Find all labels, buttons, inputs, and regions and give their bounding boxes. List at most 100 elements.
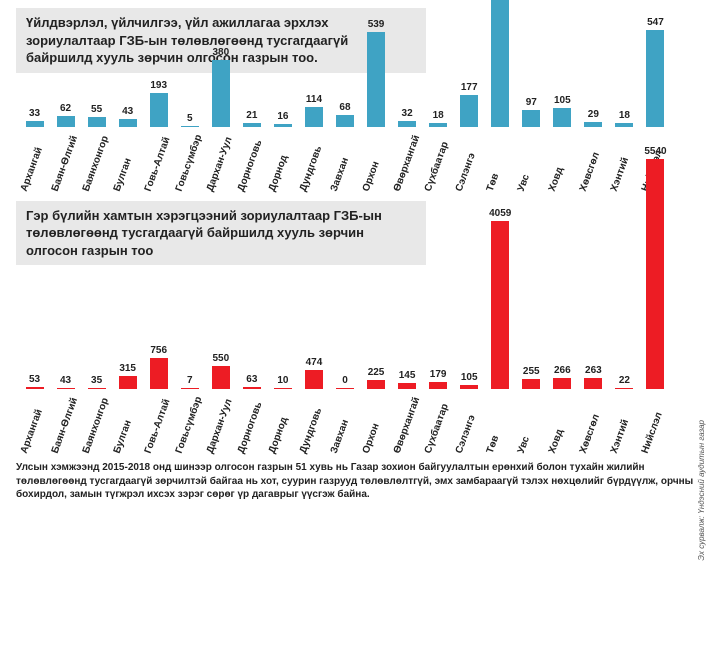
category-label: Төв bbox=[484, 131, 516, 193]
bar bbox=[398, 383, 416, 389]
bar-value-label: 114 bbox=[306, 94, 322, 105]
bar-value-label: 105 bbox=[554, 95, 571, 106]
bar bbox=[615, 388, 633, 389]
category-label: Хөвсгөл bbox=[578, 393, 610, 455]
bar bbox=[119, 119, 137, 127]
category-label: Ховд bbox=[547, 393, 579, 455]
bar-group: 474 Дундговь bbox=[299, 357, 328, 456]
bar bbox=[57, 388, 75, 390]
bar bbox=[367, 32, 385, 127]
bar-value-label: 177 bbox=[461, 82, 478, 93]
bar-group: 55Баянхонгор bbox=[82, 104, 111, 193]
category-label: Увс bbox=[515, 131, 547, 193]
bar bbox=[522, 110, 540, 127]
category-label: Завхан bbox=[329, 393, 361, 455]
category-label: Говьсүмбэр bbox=[174, 131, 206, 193]
chart-1: Үйлдвэрлэл, үйлчилгээ, үйл ажиллагаа эрх… bbox=[0, 0, 712, 193]
bar bbox=[553, 378, 571, 389]
bar-value-label: 35 bbox=[91, 375, 102, 386]
bar-value-label: 4059 bbox=[489, 208, 511, 219]
bar-value-label: 547 bbox=[647, 17, 664, 28]
category-label: Дархан-Уул bbox=[205, 131, 237, 193]
category-label: Дундговь bbox=[298, 393, 330, 455]
category-label: Баянхонгор bbox=[81, 393, 113, 455]
bar-value-label: 5 bbox=[187, 113, 193, 124]
bar-group: 16 Дорнод bbox=[268, 111, 297, 193]
category-label: Ховд bbox=[547, 131, 579, 193]
bar-group: 193Говь-Алтай bbox=[144, 80, 173, 193]
bar-value-label: 16 bbox=[277, 111, 288, 122]
bar bbox=[150, 93, 168, 127]
bar bbox=[119, 376, 137, 389]
bar-group: 29 Хөвсгөл bbox=[579, 109, 608, 193]
category-label: Дорноговь bbox=[236, 393, 268, 455]
bar-group: 550Дархан-Уул bbox=[206, 353, 235, 455]
bar-value-label: 43 bbox=[60, 375, 71, 386]
bar bbox=[584, 378, 602, 389]
bar-value-label: 263 bbox=[585, 365, 602, 376]
bar-group: 32Өвөрхангай bbox=[393, 108, 422, 193]
category-label: Булган bbox=[112, 131, 144, 193]
bar-value-label: 255 bbox=[523, 366, 540, 377]
bar-group: 5540Нийслэл bbox=[641, 146, 670, 455]
bar-group: 179Сүхбаатар bbox=[424, 369, 453, 455]
bar-group: 0Завхан bbox=[330, 375, 359, 455]
bar bbox=[243, 387, 261, 390]
category-label: Завхан bbox=[329, 131, 361, 193]
bar bbox=[491, 0, 509, 127]
category-label: Дорнод bbox=[267, 393, 299, 455]
bar-group: 225Орхон bbox=[362, 367, 391, 455]
bar-value-label: 43 bbox=[122, 106, 133, 117]
bar bbox=[181, 126, 199, 127]
bar-group: 35 Баянхонгор bbox=[82, 375, 111, 455]
bar-group: 62Баян-Өлгий bbox=[51, 103, 80, 193]
category-label: Өвөрхангай bbox=[391, 393, 423, 455]
bar-value-label: 756 bbox=[150, 345, 167, 356]
category-label: Булган bbox=[112, 393, 144, 455]
bar bbox=[429, 123, 447, 126]
bar bbox=[584, 122, 602, 127]
bar bbox=[367, 380, 385, 389]
bar-value-label: 29 bbox=[588, 109, 599, 120]
bar-group: 266 Ховд bbox=[548, 365, 577, 455]
category-label: Төв bbox=[484, 393, 516, 455]
bar bbox=[398, 121, 416, 127]
category-label: Сэлэнгэ bbox=[453, 131, 485, 193]
bar-value-label: 53 bbox=[29, 374, 40, 385]
bar-group: 177 Сэлэнгэ bbox=[455, 82, 484, 192]
bar bbox=[57, 116, 75, 127]
bar bbox=[181, 388, 199, 389]
bar-value-label: 97 bbox=[526, 97, 537, 108]
bar bbox=[274, 388, 292, 389]
bar-value-label: 10 bbox=[277, 375, 288, 386]
bar-value-label: 105 bbox=[461, 372, 478, 383]
bar-value-label: 380 bbox=[212, 47, 229, 58]
bar-group: 63Дорноговь bbox=[237, 374, 266, 456]
bar-group: 53Архангай bbox=[20, 374, 49, 455]
bar-value-label: 7 bbox=[187, 375, 193, 386]
bar bbox=[212, 60, 230, 127]
category-label: Баян-Өлгий bbox=[50, 131, 82, 193]
category-label: Хэнтий bbox=[609, 131, 641, 193]
bar-group: 4059 Төв bbox=[486, 208, 515, 456]
bar-group: 380 Дархан-Уул bbox=[206, 47, 235, 193]
bar-value-label: 55 bbox=[91, 104, 102, 115]
bar bbox=[88, 388, 106, 389]
bar-value-label: 266 bbox=[554, 365, 571, 376]
category-label: Орхон bbox=[360, 131, 392, 193]
bar bbox=[336, 388, 354, 389]
category-label: Дундговь bbox=[298, 131, 330, 193]
bar-value-label: 179 bbox=[430, 369, 447, 380]
bar-group: 33Архангай bbox=[20, 108, 49, 193]
category-label: Дорнод bbox=[267, 131, 299, 193]
bar-value-label: 474 bbox=[306, 357, 323, 368]
bar-value-label: 32 bbox=[402, 108, 413, 119]
source-label: Эх сурвалж: Үндэсний аудитын газар bbox=[697, 420, 706, 561]
bar-value-label: 18 bbox=[433, 110, 444, 121]
bar bbox=[26, 387, 44, 389]
bar bbox=[522, 379, 540, 390]
bar-group: 105 Ховд bbox=[548, 95, 577, 192]
category-label: Сүхбаатар bbox=[422, 131, 454, 193]
category-label: Хөвсгөл bbox=[578, 131, 610, 193]
category-label: Сэлэнгэ bbox=[453, 393, 485, 455]
